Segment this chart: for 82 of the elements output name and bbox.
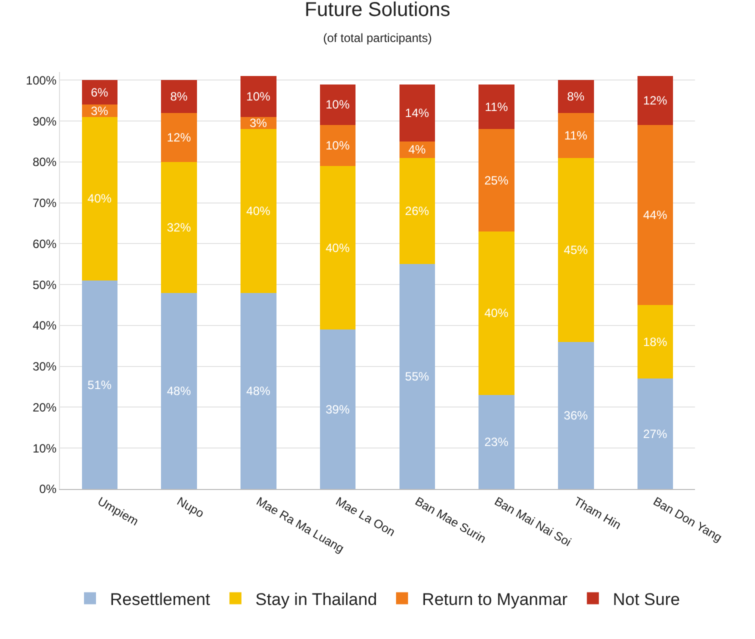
legend-label: Return to Myanmar <box>422 590 568 609</box>
bar <box>558 158 594 342</box>
data-label: 10% <box>326 98 350 112</box>
bar <box>161 292 197 489</box>
data-label: 48% <box>166 384 192 398</box>
y-tick-label: 90% <box>32 114 57 128</box>
legend-label: Stay in Thailand <box>255 590 378 609</box>
data-label: 11% <box>484 100 508 114</box>
chart-subtitle: (of total participants) <box>323 30 432 45</box>
bar <box>637 125 674 306</box>
data-label: 23% <box>484 434 509 449</box>
bar <box>82 280 118 489</box>
data-label: 11% <box>564 128 588 142</box>
y-tick-label: 50% <box>32 278 57 292</box>
y-tick-label: 100% <box>26 73 57 88</box>
y-tick-label: 0% <box>39 482 57 496</box>
data-label: 10% <box>326 138 350 153</box>
data-label: 40% <box>484 306 509 320</box>
data-label: 45% <box>564 242 588 257</box>
bar <box>240 76 276 117</box>
data-label: 18% <box>643 334 668 349</box>
data-label: 6% <box>90 85 109 100</box>
bar <box>320 125 356 166</box>
bar <box>478 129 514 232</box>
data-label: 44% <box>643 208 668 222</box>
data-label: 8% <box>170 90 188 104</box>
y-tick-label: 20% <box>32 400 57 414</box>
legend-label: Resettlement <box>110 590 210 609</box>
data-label: 32% <box>166 220 192 234</box>
bar <box>161 112 197 162</box>
y-tick-label: 60% <box>32 236 57 251</box>
data-label: 48% <box>246 384 271 398</box>
bar <box>240 292 276 489</box>
legend-label: Not Sure <box>612 590 680 609</box>
chart-title: Future Solutions <box>304 0 450 21</box>
data-label: 55% <box>405 370 430 384</box>
data-label: 39% <box>326 402 350 416</box>
bar <box>478 84 514 130</box>
data-label: 40% <box>88 192 112 206</box>
data-label: 40% <box>246 204 271 218</box>
data-label: 4% <box>408 142 426 157</box>
x-tick-label: Nupo <box>174 494 207 521</box>
bar <box>399 84 436 142</box>
data-label: 14% <box>405 106 430 120</box>
data-label: 40% <box>326 240 350 255</box>
data-label: 10% <box>246 90 271 104</box>
data-label: 12% <box>166 130 192 144</box>
data-label: 51% <box>88 378 112 392</box>
bar <box>320 84 356 126</box>
bar <box>82 80 118 105</box>
y-tick-label: 80% <box>32 155 57 170</box>
bar <box>82 116 118 280</box>
bar <box>558 112 594 158</box>
bar <box>240 129 276 293</box>
bar <box>558 342 594 489</box>
bar <box>399 158 436 264</box>
bar <box>637 76 674 126</box>
bar <box>399 264 436 489</box>
bar <box>637 378 674 489</box>
data-label: 26% <box>405 204 430 218</box>
bar <box>320 330 356 489</box>
y-tick-label: 30% <box>32 360 57 374</box>
data-label: 8% <box>567 90 585 104</box>
data-label: 3% <box>250 116 268 130</box>
data-label: 27% <box>643 426 668 441</box>
bar <box>478 231 514 395</box>
bar <box>478 394 514 489</box>
y-tick-label: 10% <box>32 441 57 456</box>
bar <box>161 80 197 113</box>
x-tick-label: Ban Mai Nai Soi <box>492 494 574 550</box>
data-label: 25% <box>484 173 509 188</box>
bar <box>320 166 356 330</box>
x-tick-label: Mae La Oon <box>333 494 398 540</box>
x-tick-label: Ban Mae Surin <box>412 494 488 546</box>
bar <box>558 80 594 113</box>
bar <box>637 305 674 379</box>
data-label: 36% <box>564 408 588 422</box>
y-tick-label: 40% <box>32 318 57 333</box>
data-label: 3% <box>90 104 109 118</box>
data-label: 12% <box>643 94 668 108</box>
y-tick-label: 70% <box>32 196 57 210</box>
bar <box>161 162 197 293</box>
